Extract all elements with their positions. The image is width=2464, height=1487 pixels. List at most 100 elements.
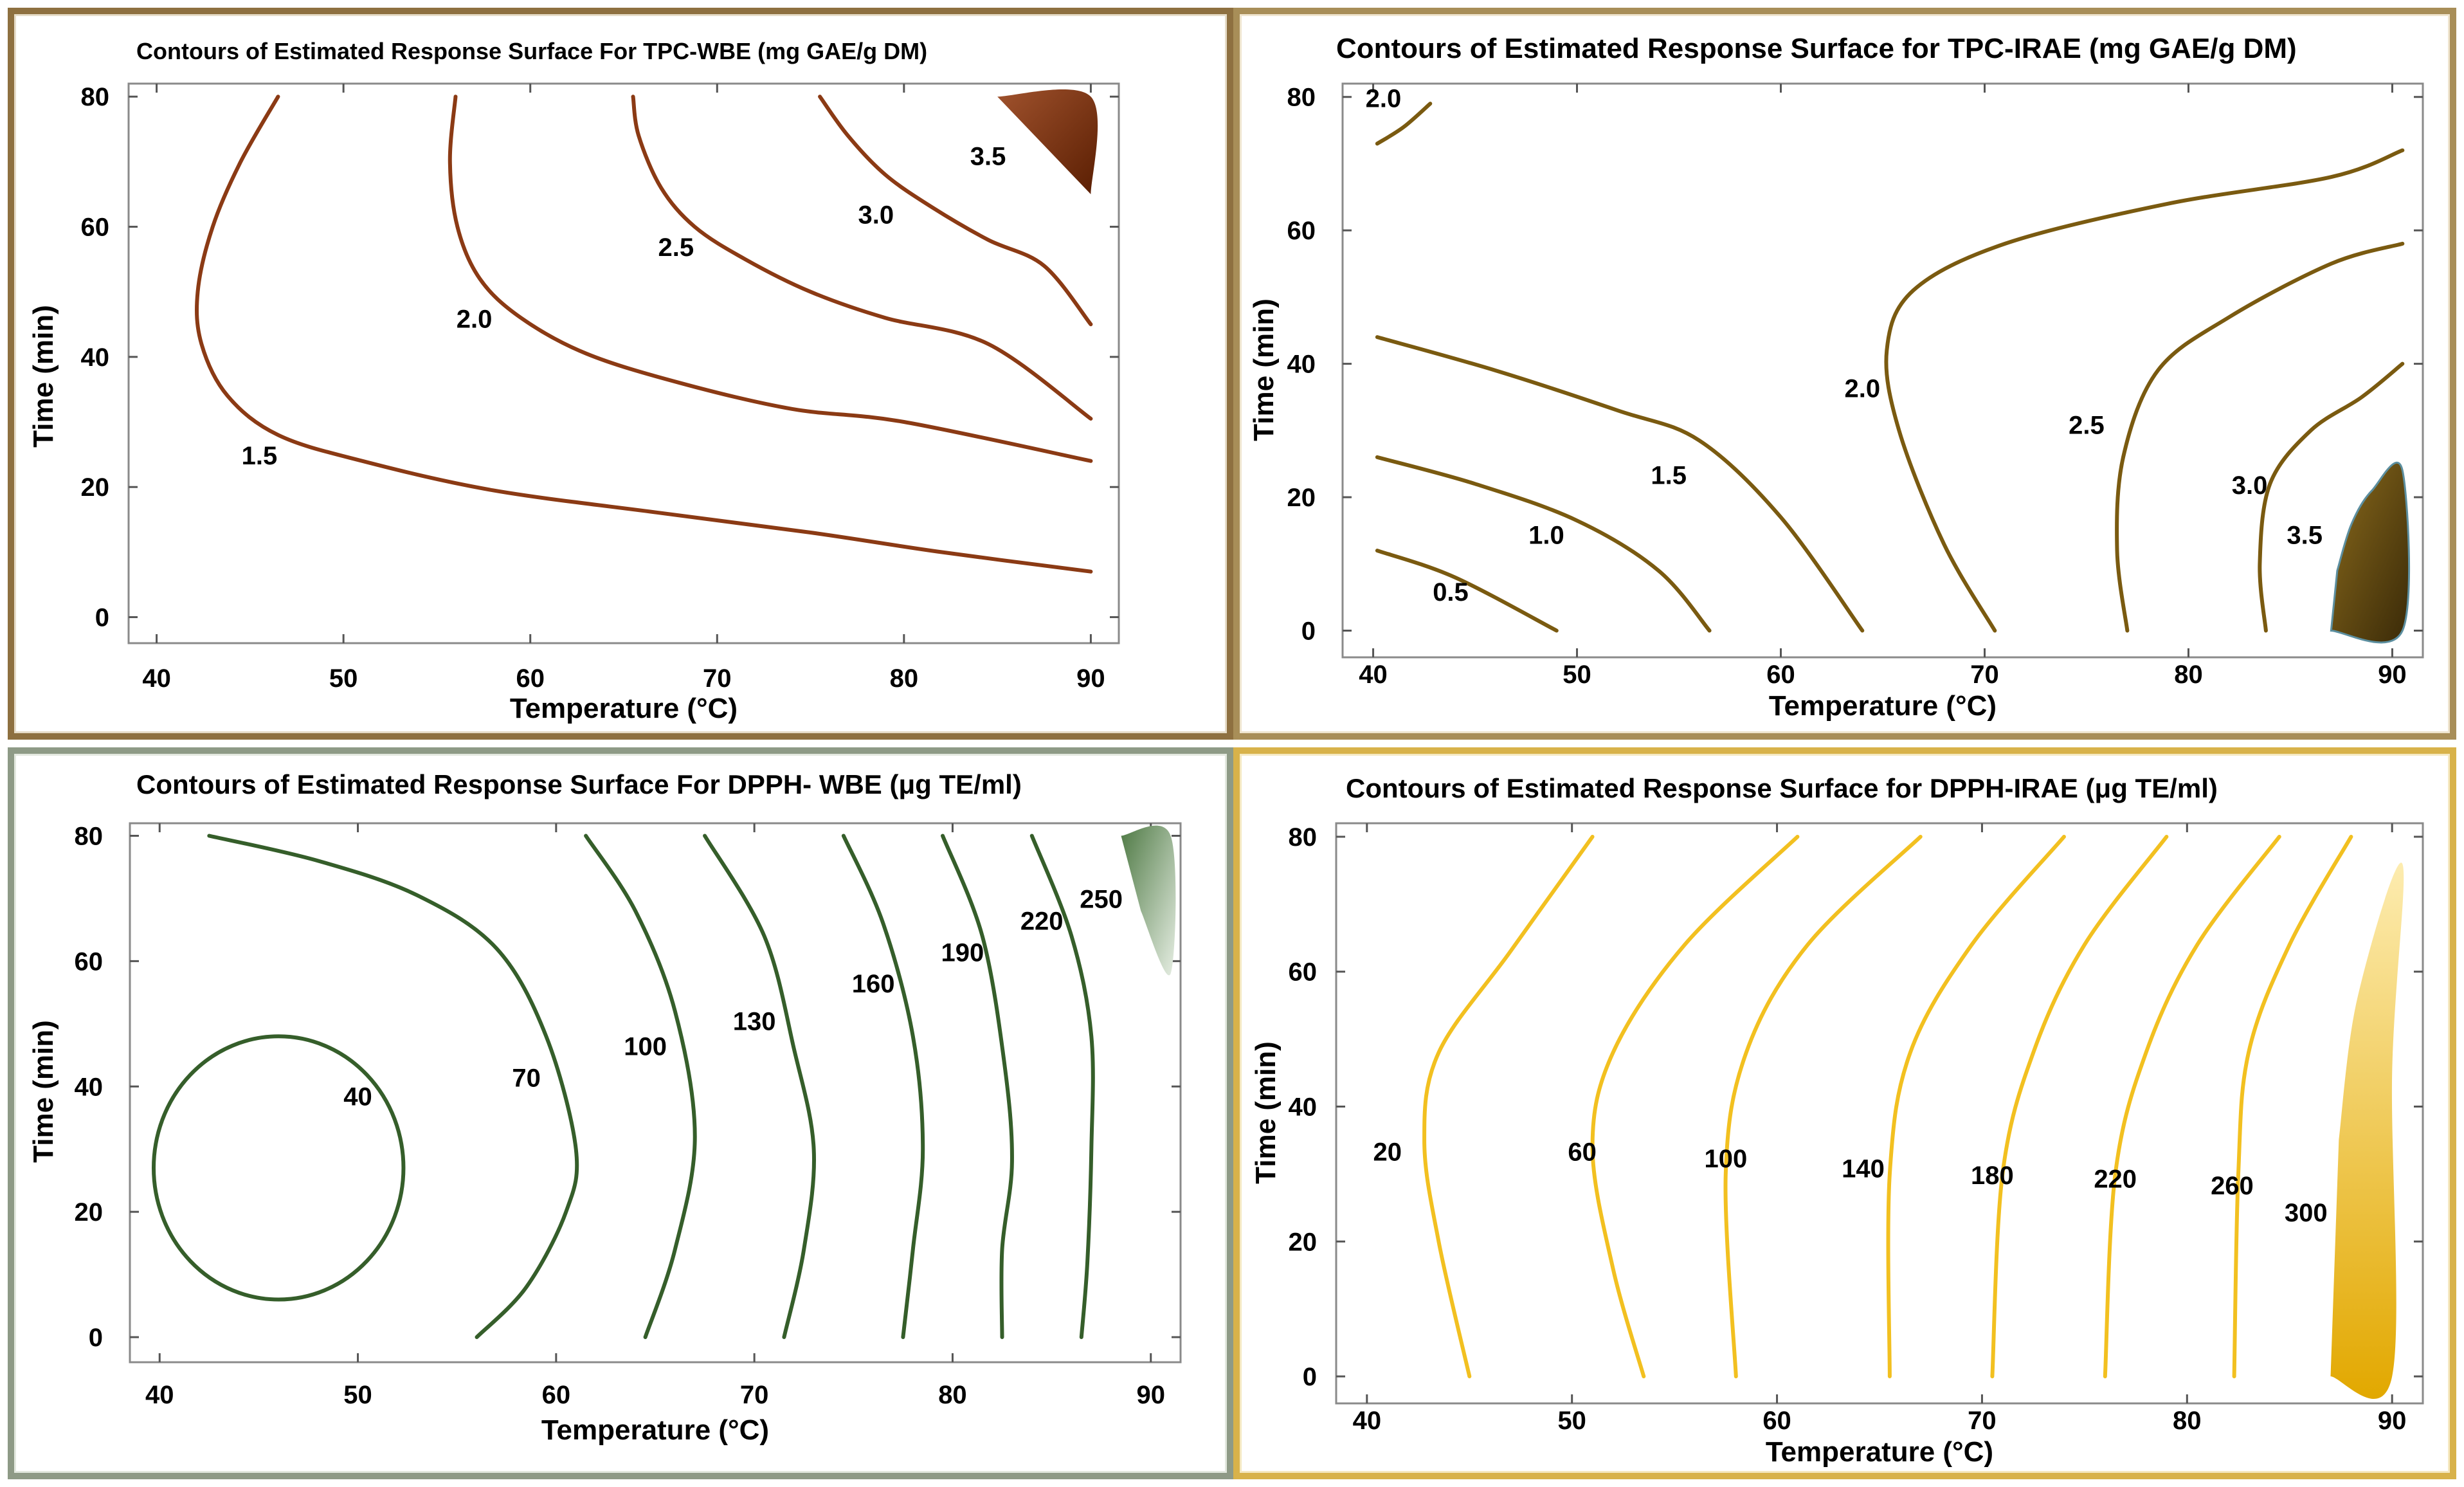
y-tick-label: 20 — [1287, 484, 1316, 512]
contour-label: 3.0 — [858, 201, 894, 230]
plot-area — [1335, 822, 2424, 1405]
contour-line — [207, 834, 579, 1339]
contour-line — [1422, 834, 1595, 1378]
contour-line — [1990, 834, 2169, 1378]
contour-region — [2330, 461, 2411, 644]
region-label: 300 — [2285, 1199, 2328, 1227]
contour-line — [448, 95, 1093, 463]
contour-label: 1.5 — [1651, 461, 1687, 489]
x-tick-label: 60 — [1762, 1407, 1791, 1435]
y-tick-label: 60 — [1289, 958, 1318, 987]
panel-tpc-irae: Contours of Estimated Response Surface f… — [1233, 8, 2456, 740]
region-label: 3.5 — [2287, 522, 2323, 550]
contour-label: 220 — [2094, 1165, 2137, 1193]
region-label: 3.5 — [970, 142, 1006, 170]
x-tick-label: 80 — [2173, 1407, 2202, 1435]
x-tick-label: 60 — [516, 664, 545, 693]
contour-line — [584, 834, 697, 1339]
y-axis-label: Time (min) — [28, 1020, 59, 1163]
y-axis-label: Time (min) — [28, 305, 59, 448]
chart-svg: Contours of Estimated Response Surface f… — [1250, 773, 2424, 1468]
y-tick-label: 20 — [1289, 1228, 1318, 1256]
y-tick-label: 0 — [95, 604, 109, 632]
contour-line — [841, 834, 925, 1339]
panel-dpph-irae: Contours of Estimated Response Surface f… — [1233, 747, 2456, 1479]
contour-region — [997, 89, 1098, 194]
contour-label: 100 — [624, 1033, 667, 1061]
contour-line — [1884, 148, 2405, 633]
contour-label: 180 — [1971, 1162, 2014, 1190]
contour-label: 2.5 — [2069, 412, 2105, 440]
y-tick-label: 0 — [1301, 617, 1316, 646]
contour-line — [1029, 834, 1095, 1339]
x-tick-label: 50 — [1557, 1407, 1586, 1435]
x-tick-label: 40 — [1353, 1407, 1382, 1435]
contour-label: 1.0 — [1528, 522, 1564, 550]
x-axis-label: Temperature (°C) — [510, 693, 738, 724]
plot-area — [129, 822, 1182, 1364]
x-tick-label: 40 — [142, 664, 171, 693]
contour-region — [2330, 862, 2404, 1399]
y-tick-label: 60 — [1287, 217, 1316, 245]
chart-title: Contours of Estimated Response Surface F… — [136, 769, 1022, 799]
contour-line — [2103, 834, 2281, 1378]
y-tick-label: 40 — [75, 1073, 104, 1101]
x-tick-label: 70 — [703, 664, 732, 693]
contour-line — [2258, 361, 2405, 633]
x-tick-label: 70 — [740, 1381, 769, 1409]
y-tick-label: 80 — [75, 822, 104, 850]
contour-label: 70 — [512, 1064, 541, 1092]
x-tick-label: 40 — [1359, 661, 1388, 689]
x-tick-label: 90 — [2378, 1407, 2407, 1435]
x-axis-label: Temperature (°C) — [541, 1414, 769, 1446]
contour-line — [2232, 834, 2353, 1378]
contour-line — [1886, 834, 2066, 1378]
y-tick-label: 0 — [1303, 1363, 1317, 1391]
y-tick-label: 60 — [75, 947, 104, 976]
contour-label: 20 — [1373, 1138, 1402, 1166]
contour-label: 220 — [1020, 908, 1064, 936]
panel-dpph-wbe: Contours of Estimated Response Surface F… — [8, 747, 1233, 1479]
contour-label: 2.5 — [658, 233, 694, 262]
chart-svg: Contours of Estimated Response Surface f… — [1248, 33, 2424, 722]
y-tick-label: 80 — [1289, 823, 1318, 852]
y-tick-label: 40 — [81, 343, 110, 372]
chart-title: Contours of Estimated Response Surface f… — [1336, 33, 2297, 64]
x-tick-label: 90 — [2378, 661, 2407, 689]
contour-label: 190 — [941, 938, 984, 967]
y-axis-label: Time (min) — [1248, 298, 1280, 441]
chart-title: Contours of Estimated Response Surface f… — [1346, 773, 2218, 803]
x-tick-label: 90 — [1076, 664, 1105, 693]
chart-svg: Contours of Estimated Response Surface F… — [28, 769, 1182, 1446]
contour-label: 2.0 — [1844, 374, 1880, 403]
contour-line — [151, 1034, 406, 1302]
contour-line — [1375, 549, 1559, 633]
x-tick-label: 90 — [1137, 1381, 1166, 1409]
x-tick-label: 50 — [1563, 661, 1591, 689]
y-tick-label: 60 — [81, 214, 110, 242]
contour-label: 140 — [1842, 1155, 1885, 1183]
y-tick-label: 40 — [1289, 1093, 1318, 1122]
contour-line — [631, 95, 1093, 421]
contour-label: 1.5 — [242, 442, 278, 470]
contour-line — [1375, 335, 1865, 633]
x-tick-label: 70 — [1968, 1407, 1997, 1435]
x-tick-label: 80 — [890, 664, 919, 693]
contour-line — [2115, 241, 2405, 633]
x-axis-label: Temperature (°C) — [1766, 1436, 1993, 1468]
contour-line — [1590, 834, 1800, 1378]
contour-label: 0.5 — [1433, 578, 1469, 607]
contour-label: 130 — [733, 1008, 776, 1036]
contour-label: 100 — [1704, 1145, 1747, 1173]
contour-line — [1375, 455, 1712, 633]
y-tick-label: 0 — [89, 1324, 103, 1352]
contour-line — [1375, 102, 1433, 146]
contour-label: 260 — [2211, 1172, 2254, 1200]
y-tick-label: 80 — [81, 83, 110, 111]
x-tick-label: 60 — [542, 1381, 571, 1409]
x-axis-label: Temperature (°C) — [1769, 690, 1997, 722]
y-tick-label: 80 — [1287, 84, 1316, 112]
y-tick-label: 20 — [75, 1198, 104, 1227]
contour-label: 2.0 — [1366, 84, 1402, 113]
x-tick-label: 40 — [145, 1381, 174, 1409]
